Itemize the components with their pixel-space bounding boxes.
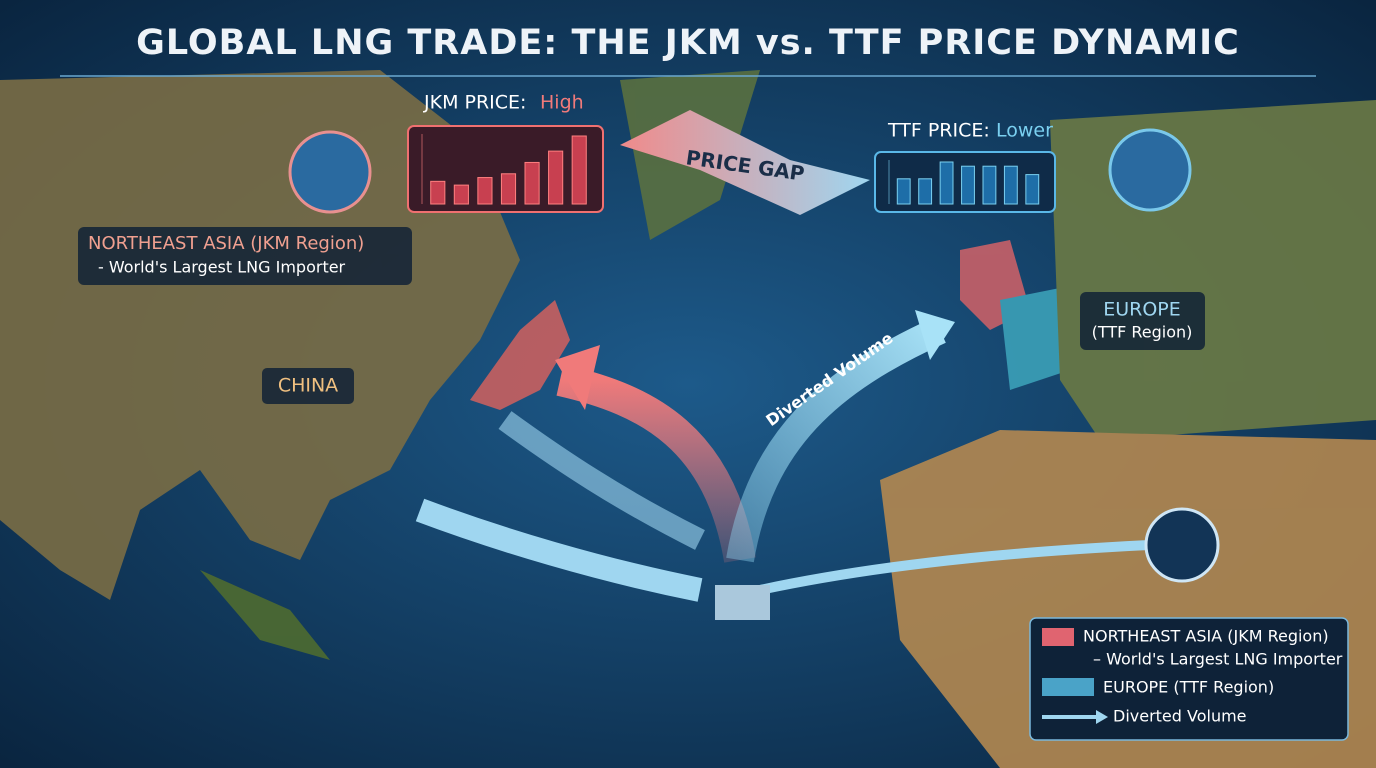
china: CHINA: [278, 375, 338, 397]
europe-box: [1080, 292, 1205, 350]
flow-arrow: [556, 364, 756, 563]
legend-arrow-head: [1096, 710, 1108, 724]
jkm-label: JKM PRICE:: [423, 92, 526, 114]
ttf-level: Lower: [996, 120, 1053, 142]
europe-name: EUROPE: [1103, 299, 1181, 321]
jkm-level: High: [540, 92, 584, 114]
arrowhead: [555, 345, 600, 410]
legend-label: NORTHEAST ASIA (JKM Region): [1083, 627, 1329, 646]
bar: [982, 165, 997, 205]
bar: [1003, 165, 1018, 205]
bar: [918, 178, 933, 205]
legend: NORTHEAST ASIA (JKM Region) – World's La…: [1029, 617, 1349, 741]
globe-icon: [288, 130, 372, 214]
globe-icon: [1108, 128, 1192, 212]
flow-arrow: [758, 540, 1151, 595]
bar: [500, 173, 517, 205]
flow-arrow: [498, 411, 705, 550]
bar: [896, 178, 911, 205]
legend-sub: – World's Largest LNG Importer: [1093, 650, 1343, 669]
price-gap-arrow: [620, 110, 870, 215]
legend-swatch: [1042, 678, 1094, 696]
bar: [548, 150, 564, 205]
asia-name: NORTHEAST ASIA (JKM Region): [88, 233, 364, 254]
legend-label: EUROPE (TTF Region): [1103, 678, 1274, 697]
bar: [939, 161, 954, 205]
bar: [571, 135, 587, 205]
land: [0, 70, 1376, 768]
flow-arrow: [726, 317, 946, 563]
ttf-label: TTF PRICE:: [887, 120, 990, 142]
china-box: [262, 368, 354, 404]
globe-icon: [1144, 507, 1220, 583]
bar: [477, 177, 493, 205]
title: GLOBAL LNG TRADE: THE JKM vs. TTF PRICE …: [136, 23, 1240, 63]
asia-box: [78, 227, 412, 285]
europe-region: (TTF Region): [1092, 323, 1193, 342]
bar: [430, 180, 446, 205]
flow-arrow: [415, 498, 703, 602]
bar: [961, 165, 975, 205]
terminal-icon: [715, 585, 770, 620]
legend-label: Diverted Volume: [1113, 707, 1247, 726]
arrowhead: [915, 310, 955, 360]
flows: [288, 110, 1220, 620]
bar: [1025, 174, 1040, 205]
bar: [524, 161, 540, 205]
asia-note: - World's Largest LNG Importer: [98, 258, 346, 277]
legend-swatch: [1042, 628, 1074, 646]
bar: [453, 184, 469, 205]
legend-box: [1029, 617, 1349, 741]
